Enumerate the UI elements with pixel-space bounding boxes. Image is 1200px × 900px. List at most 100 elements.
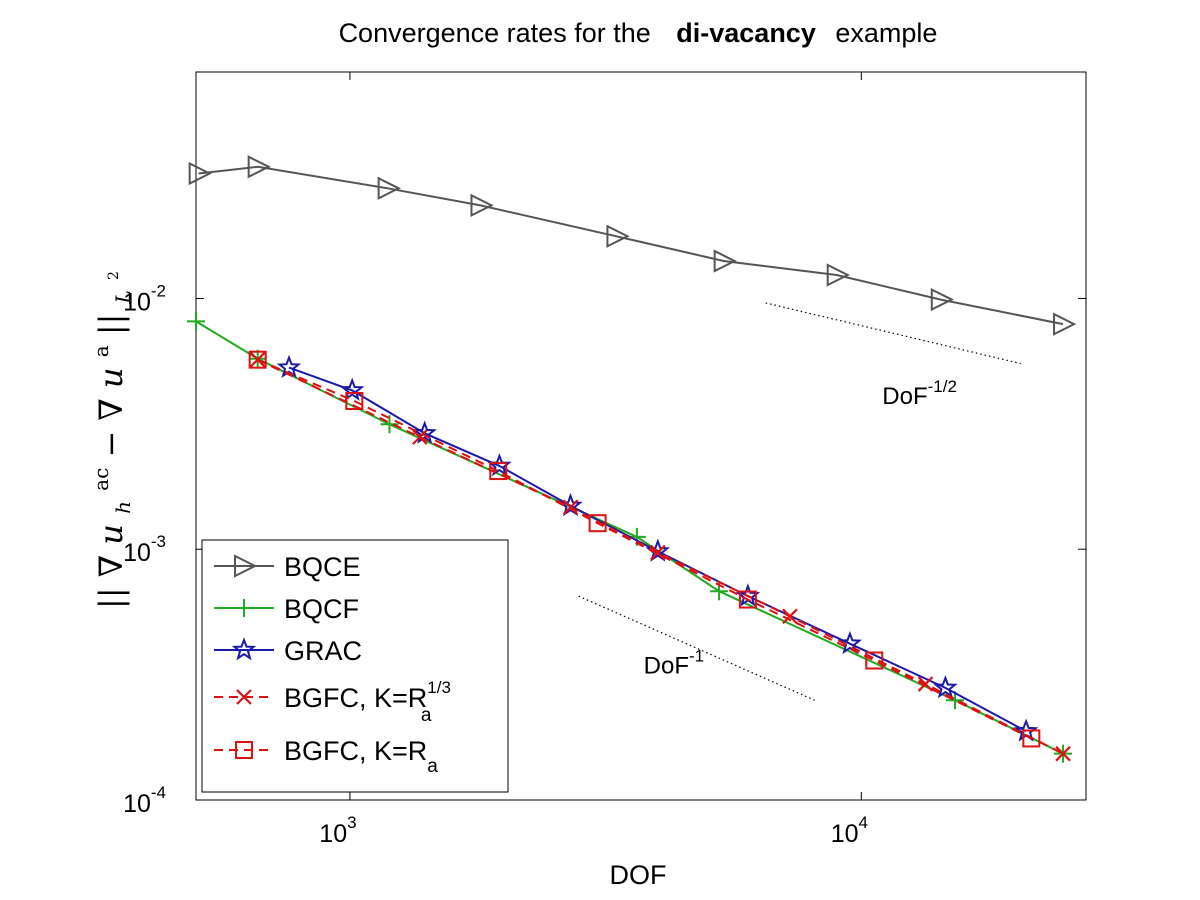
ylabel-u-1: u bbox=[92, 524, 130, 545]
data-point-0-2 bbox=[377, 176, 401, 200]
y-tick-exp-2: -2 bbox=[151, 281, 166, 300]
ylabel-nabla-2: ∇ bbox=[92, 398, 130, 420]
ylabel-sup-ac: ac bbox=[89, 468, 113, 491]
x-tick-base-0: 10 bbox=[319, 820, 347, 848]
reference-label-2: DoF-1 bbox=[644, 646, 704, 679]
y-axis-label: || ∇ u h ac − ∇ u a || L 2 bbox=[78, 271, 138, 609]
data-point-2-0 bbox=[276, 354, 302, 379]
data-point-1-0 bbox=[187, 312, 205, 331]
y-tick-base-0: 10 bbox=[123, 790, 151, 818]
legend-label-sub-4: a bbox=[427, 756, 438, 777]
data-point-2-8 bbox=[933, 675, 958, 699]
reference-label-base-1: DoF bbox=[882, 383, 927, 410]
y-tick-label-1: 10-3 bbox=[123, 532, 166, 567]
legend-item-2: GRAC bbox=[214, 636, 362, 666]
ylabel-sup-a: a bbox=[89, 345, 113, 357]
legend-label-4: BGFC, K=Ra bbox=[284, 736, 438, 777]
data-point-2-2 bbox=[412, 420, 437, 444]
data-point-0-5 bbox=[713, 249, 737, 273]
series-bgfc-k-r-a bbox=[248, 350, 1041, 748]
data-point-4-5 bbox=[865, 651, 884, 670]
data-point-4-2 bbox=[489, 462, 508, 481]
y-tick-label-2: 10-2 bbox=[123, 281, 166, 316]
data-point-4-3 bbox=[588, 514, 607, 533]
x-tick-exp-1: 4 bbox=[859, 813, 868, 832]
x-tick-label-0: 103 bbox=[319, 813, 356, 848]
reference-line-1 bbox=[765, 302, 1021, 365]
series-group bbox=[187, 155, 1077, 763]
chart-title: Convergence rates for the di-vacancy exa… bbox=[339, 18, 938, 48]
data-point-4-6 bbox=[1022, 729, 1041, 748]
data-point-2-7 bbox=[837, 630, 863, 655]
data-point-0-6 bbox=[826, 263, 850, 287]
x-tick-label-1: 104 bbox=[831, 813, 868, 848]
legend-item-0: BQCE bbox=[214, 552, 361, 582]
x-tick-exp-0: 3 bbox=[347, 813, 356, 832]
legend-label-main-3: BGFC, K=R bbox=[284, 683, 427, 713]
ylabel-nabla-1: ∇ bbox=[92, 555, 130, 577]
title-prefix: Convergence rates for the bbox=[339, 18, 651, 48]
legend-marker-1 bbox=[235, 599, 253, 617]
legend-label-3: BGFC, K=R1/3 a bbox=[284, 678, 451, 726]
ylabel-norm-open: || bbox=[92, 587, 130, 609]
data-point-3-4 bbox=[782, 608, 798, 625]
y-tick-label-0: 10-4 bbox=[123, 783, 166, 818]
data-point-2-1 bbox=[339, 377, 365, 401]
reference-label-base-2: DoF bbox=[644, 652, 689, 679]
legend-marker-4 bbox=[235, 741, 253, 759]
y-tick-base-2: 10 bbox=[123, 288, 151, 316]
ylabel-sup-2: 2 bbox=[106, 271, 122, 280]
y-tick-exp-1: -3 bbox=[151, 532, 166, 551]
data-point-3-6 bbox=[1055, 745, 1071, 762]
x-axis-label: DOF bbox=[610, 860, 667, 890]
data-point-3-5 bbox=[917, 676, 934, 692]
data-point-0-4 bbox=[606, 224, 630, 248]
data-point-0-0 bbox=[188, 161, 212, 186]
data-point-4-0 bbox=[248, 350, 267, 369]
x-tick-base-1: 10 bbox=[831, 820, 859, 848]
series-bgfc-k-r-a-1-3 bbox=[249, 351, 1071, 762]
series-line-4 bbox=[257, 358, 1032, 740]
data-point-0-7 bbox=[930, 287, 955, 312]
data-point-4-1 bbox=[345, 392, 364, 411]
legend-label-1: BQCF bbox=[284, 594, 359, 624]
y-tick-base-1: 10 bbox=[123, 539, 151, 567]
series-line-2 bbox=[288, 366, 1027, 733]
legend-marker-3 bbox=[236, 689, 252, 705]
ylabel-minus: − bbox=[92, 421, 130, 458]
title-suffix: example bbox=[835, 18, 937, 48]
series-bqce bbox=[188, 155, 1077, 336]
data-point-0-8 bbox=[1053, 312, 1077, 336]
y-tick-exp-0: -4 bbox=[151, 783, 166, 802]
reference-label-exp-2: -1 bbox=[689, 646, 704, 665]
ylabel-u-2: u bbox=[92, 367, 130, 388]
data-point-4-4 bbox=[738, 590, 757, 609]
series-line-0 bbox=[198, 165, 1064, 326]
ylabel-sub-L: L bbox=[111, 290, 135, 304]
legend-label-sup-3: 1/3 bbox=[427, 678, 451, 697]
legend-item-4: BGFC, K=Ra bbox=[214, 736, 438, 777]
data-point-3-1 bbox=[412, 429, 428, 445]
legend-item-1: BQCF bbox=[214, 594, 359, 624]
data-point-0-1 bbox=[247, 155, 271, 179]
legend-marker-2 bbox=[231, 637, 257, 661]
legend-marker-0 bbox=[234, 554, 258, 578]
reference-label-1: DoF-1/2 bbox=[882, 377, 957, 410]
data-point-0-3 bbox=[470, 193, 494, 218]
title-bold: di-vacancy bbox=[676, 18, 816, 48]
data-point-1-2 bbox=[380, 415, 399, 434]
ylabel-sub-h: h bbox=[111, 501, 135, 514]
data-point-3-0 bbox=[249, 351, 266, 368]
ylabel-norm-close: || bbox=[92, 314, 130, 336]
reference-label-exp-1: -1/2 bbox=[928, 377, 957, 396]
legend-item-3: BGFC, K=R1/3 a bbox=[214, 678, 451, 726]
legend-label-sub-3: a bbox=[421, 705, 432, 726]
legend-label-2: GRAC bbox=[284, 636, 362, 666]
legend-label-0: BQCE bbox=[284, 552, 361, 582]
legend-label-main-4: BGFC, K=R bbox=[284, 736, 427, 766]
